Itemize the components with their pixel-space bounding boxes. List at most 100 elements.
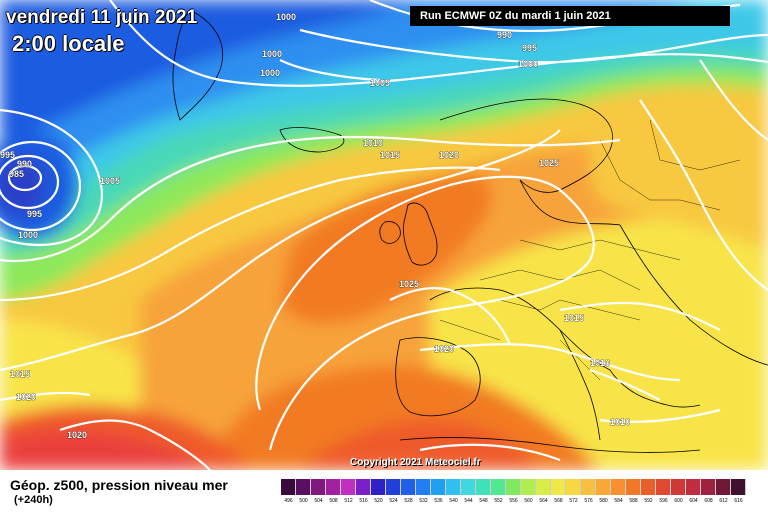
legend-value-label: 604: [689, 498, 698, 504]
isobar-label: 1000: [518, 59, 538, 69]
legend-value-label: 564: [539, 498, 548, 504]
forecast-time: 2:00 locale: [12, 31, 125, 56]
legend-value-label: 536: [434, 498, 443, 504]
isobar-label: 1005: [100, 176, 120, 186]
isobar-label: 1015: [10, 369, 30, 379]
isobar-label: 1025: [399, 279, 419, 289]
legend-swatch: [371, 479, 386, 495]
isobar-label: 995: [27, 209, 42, 219]
legend-swatch: [536, 479, 551, 495]
legend-value-label: 520: [374, 498, 383, 504]
legend-value-label: 544: [464, 498, 473, 504]
legend-swatch: [491, 479, 506, 495]
isobar-label: 1010: [610, 417, 630, 427]
legend-swatch: [506, 479, 521, 495]
legend-swatch: [476, 479, 491, 495]
legend-value-label: 512: [344, 498, 353, 504]
isobar-label: 1010: [590, 358, 610, 368]
legend-swatch: [281, 479, 296, 495]
copyright-text: Copyright 2021 Meteociel.fr: [350, 457, 481, 468]
map-canvas: 1000 990 995 1000 1000 1000 1005 995 990…: [0, 0, 768, 470]
legend-value-label: 548: [479, 498, 488, 504]
legend-swatch: [431, 479, 446, 495]
legend-swatch: [671, 479, 686, 495]
isobar-label: 995: [0, 150, 15, 160]
legend-swatch: [566, 479, 581, 495]
legend-value-label: 572: [569, 498, 578, 504]
legend-value-label: 556: [509, 498, 518, 504]
legend-swatch: [731, 479, 746, 495]
legend-value-label: 592: [644, 498, 653, 504]
weather-map: 1000 990 995 1000 1000 1000 1005 995 990…: [0, 0, 768, 470]
isobar-label: 1005: [370, 78, 390, 88]
geopotential-field: [0, 0, 768, 470]
legend-value-label: 576: [584, 498, 593, 504]
legend-swatch: [326, 479, 341, 495]
model-run-banner: Run ECMWF 0Z du mardi 1 juin 2021: [410, 6, 730, 26]
legend-swatch: [581, 479, 596, 495]
legend-value-label: 504: [314, 498, 323, 504]
isobar-label: 1000: [262, 49, 282, 59]
legend-value-label: 508: [329, 498, 338, 504]
isobar-label: 990: [497, 30, 512, 40]
legend-swatch: [311, 479, 326, 495]
legend-value-label: 496: [284, 498, 293, 504]
legend-value-label: 584: [614, 498, 623, 504]
forecast-lead-time: (+240h): [14, 494, 53, 506]
legend-value-label: 524: [389, 498, 398, 504]
color-scale-legend: [281, 479, 746, 495]
isobar-label: 1000: [18, 230, 38, 240]
map-footer: Géop. z500, pression niveau mer (+240h) …: [0, 470, 768, 512]
legend-value-label: 552: [494, 498, 503, 504]
isobar-label: 1020: [67, 430, 87, 440]
legend-value-label: 516: [359, 498, 368, 504]
legend-value-label: 568: [554, 498, 563, 504]
legend-swatch: [701, 479, 716, 495]
legend-swatch: [341, 479, 356, 495]
map-title: Géop. z500, pression niveau mer: [10, 477, 228, 493]
coastlines: [172, 9, 768, 453]
isobar-label: 1020: [16, 392, 36, 402]
legend-value-label: 588: [629, 498, 638, 504]
isobar-label: 985: [9, 169, 24, 179]
legend-swatch: [386, 479, 401, 495]
legend-value-label: 528: [404, 498, 413, 504]
legend-swatch: [626, 479, 641, 495]
isobar-label: 1020: [439, 150, 459, 160]
legend-swatch: [296, 479, 311, 495]
isobar-label: 1025: [539, 158, 559, 168]
legend-swatch: [461, 479, 476, 495]
legend-value-label: 600: [674, 498, 683, 504]
legend-value-label: 540: [449, 498, 458, 504]
isobar-label: 995: [522, 43, 537, 53]
isobar-label: 1015: [564, 313, 584, 323]
legend-swatch: [356, 479, 371, 495]
legend-swatch: [551, 479, 566, 495]
isobar-label: 1020: [434, 344, 454, 354]
isobar-label: 1000: [260, 68, 280, 78]
isobar-label: 990: [17, 159, 32, 169]
legend-swatch: [596, 479, 611, 495]
legend-value-label: 532: [419, 498, 428, 504]
legend-swatch: [446, 479, 461, 495]
forecast-date: vendredi 11 juin 2021: [6, 7, 198, 28]
legend-swatch: [686, 479, 701, 495]
legend-swatch: [401, 479, 416, 495]
legend-value-label: 612: [719, 498, 728, 504]
legend-swatch: [416, 479, 431, 495]
legend-swatch: [521, 479, 536, 495]
isobar-label: 1010: [363, 138, 383, 148]
legend-swatch: [611, 479, 626, 495]
legend-value-label: 608: [704, 498, 713, 504]
legend-value-label: 616: [734, 498, 743, 504]
isobar-label: 1015: [380, 150, 400, 160]
legend-swatch: [641, 479, 656, 495]
isobar-labels: 1000 990 995 1000 1000 1000 1005 995 990…: [0, 12, 630, 441]
legend-value-label: 580: [599, 498, 608, 504]
legend-swatch: [716, 479, 731, 495]
legend-value-label: 500: [299, 498, 308, 504]
legend-swatch: [656, 479, 671, 495]
legend-value-label: 560: [524, 498, 533, 504]
color-scale-labels: 496 500 504 508 512 516 520 524 528 532 536 540 544 5…: [281, 498, 746, 504]
isobar-label: 1000: [276, 12, 296, 22]
